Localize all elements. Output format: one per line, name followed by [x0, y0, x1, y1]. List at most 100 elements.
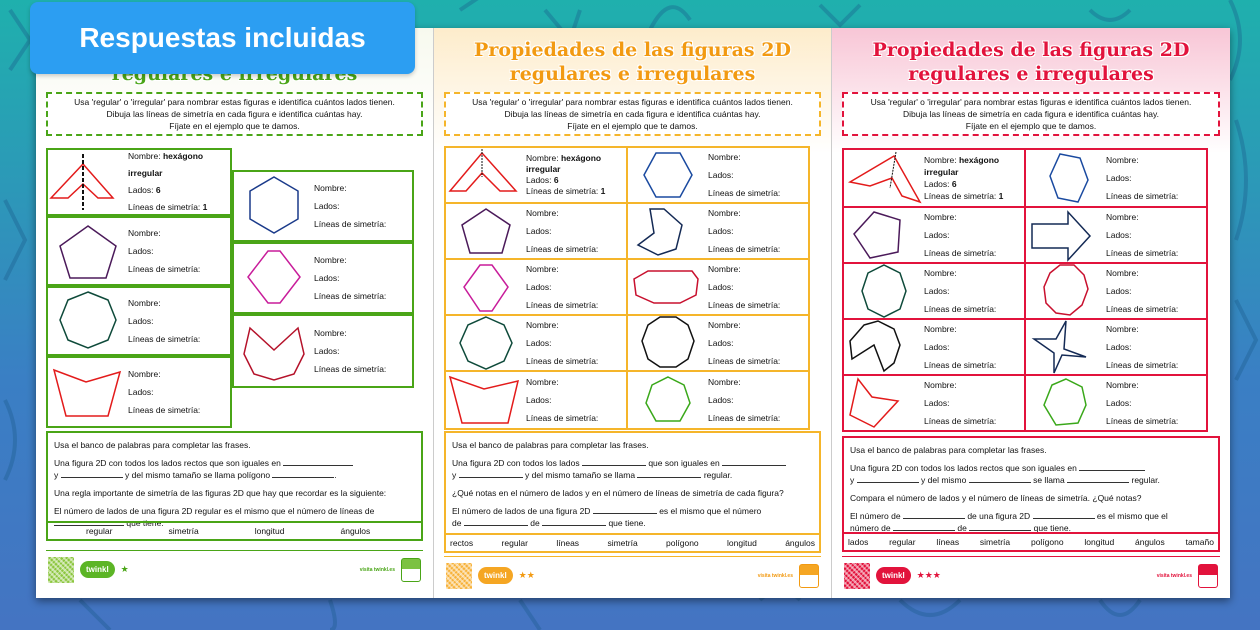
worksheet-footer: twinkl ★★ visita twinkl.es — [444, 556, 821, 590]
shape-cell: Nombre: Lados: Líneas de simetría: — [46, 216, 232, 286]
worksheet-level-1: Propiedades de las figuras 2D regulares … — [36, 28, 434, 598]
shape-cell: Nombre: Lados: Líneas de simetría: — [1024, 262, 1208, 320]
shape-cell: Nombre: Lados: Líneas de simetría: — [444, 370, 628, 430]
difficulty-stars: ★★ — [518, 570, 535, 580]
instruction-line: Fíjate en el ejemplo que te damos. — [567, 121, 698, 131]
qr-code-icon — [844, 562, 870, 589]
worksheet-level-2: Propiedades de las figuras 2D regulares … — [434, 28, 832, 598]
pentagon-shape-icon — [59, 225, 117, 279]
quality-badge-icon — [1198, 563, 1218, 588]
pentagon-shape-icon — [461, 208, 511, 254]
sentence-3: El número de de una figura 2D es el mism… — [850, 511, 1168, 533]
shape-cell: Nombre: Lados: Líneas de simetría: — [232, 314, 414, 388]
word-bank: rectos regular líneas simetría polígono … — [446, 533, 819, 551]
shapes-grid: Nombre: hexágono irregular Lados: 6 Líne… — [842, 148, 1220, 432]
shape-cell: Nombre: Lados: Líneas de simetría: — [232, 170, 414, 242]
sentence-2: Una regla importante de simetría de las … — [54, 488, 387, 498]
word-bank-item: polígono — [1030, 537, 1064, 547]
word-bank-item: longitud — [727, 538, 757, 548]
example-sides: Lados: 6 — [128, 185, 161, 195]
worksheet-preview: Propiedades de las figuras 2D regulares … — [36, 28, 1230, 598]
shape-cell: Nombre: Lados: Líneas de simetría: — [444, 314, 628, 372]
twinkl-logo: twinkl — [478, 567, 513, 584]
word-bank: regular simetría longitud ángulos — [48, 521, 421, 539]
irregular-hexagon-heart-shape-icon — [243, 326, 305, 381]
word-bank-item: simetría — [979, 537, 1011, 547]
sentence-1: Una figura 2D con todos los lados que so… — [452, 457, 813, 481]
shape-cell-example: Nombre: hexágono irregular Lados: 6 Líne… — [46, 148, 232, 216]
octagon-shape-icon — [861, 264, 907, 318]
word-bank-item: regular — [86, 526, 113, 536]
shape-cell: Nombre: Lados: Líneas de simetría: — [46, 356, 232, 428]
word-bank-item: regular — [501, 538, 528, 548]
sentence-1: Una figura 2D con todos los lados rectos… — [54, 457, 415, 481]
instruction-line: Usa 'regular' o 'irregular' para nombrar… — [74, 97, 395, 107]
heptagon-shape-icon — [1043, 378, 1087, 426]
instruction-line: Dibuja las líneas de simetría en cada fi… — [106, 109, 363, 119]
worksheet-title: Propiedades de las figuras 2D regulares … — [434, 38, 831, 86]
shape-cell: Nombre: Lados: Líneas de simetría: — [444, 202, 628, 260]
visit-link: visita twinkl.es — [1156, 572, 1192, 579]
shape-cell: Nombre: Lados: Líneas de simetría: — [842, 318, 1026, 376]
sentences-intro: Usa el banco de palabras para completar … — [452, 440, 649, 450]
twinkl-logo: twinkl — [876, 567, 911, 584]
example-sides: Lados: 6 — [526, 175, 559, 185]
word-bank-item: ángulos — [785, 538, 815, 548]
hexagon-shape-icon — [643, 152, 693, 198]
shape-cell: Nombre: Lados: Líneas de simetría: — [1024, 318, 1208, 376]
example-name: Nombre: hexágono irregular — [526, 153, 602, 174]
shape-cell-example: Nombre: hexágono irregular Lados: 6 Líne… — [842, 148, 1026, 208]
octagon-shape-icon — [59, 291, 117, 349]
instruction-line: Dibuja las líneas de simetría en cada fi… — [903, 109, 1159, 119]
shape-cell-example: Nombre: hexágono irregular Lados: 6 Líne… — [444, 146, 628, 204]
shape-cell: Nombre: Lados: Líneas de simetría: — [1024, 206, 1208, 264]
word-bank-item: líneas — [936, 537, 960, 547]
quality-badge-icon — [401, 557, 421, 582]
shape-cell: Nombre: Lados: Líneas de simetría: — [842, 262, 1026, 320]
twinkl-logo: twinkl — [80, 561, 115, 578]
irregular-pentagon-shape-icon — [448, 375, 520, 424]
word-bank-item: simetría — [607, 538, 638, 548]
star-shape-icon — [1031, 320, 1087, 374]
word-bank-item: tamaño — [1185, 537, 1214, 547]
shape-cell: Nombre: Lados: Líneas de simetría: — [626, 314, 810, 372]
hexagon-pink-shape-icon — [463, 264, 509, 312]
shape-cell: Nombre: Lados: Líneas de simetría: — [626, 146, 810, 204]
title-line-1: Propiedades de las figuras 2D — [872, 39, 1190, 61]
irregular-polygon-shape-icon — [636, 208, 683, 256]
shape-cell: Nombre: Lados: Líneas de simetría: — [46, 286, 232, 356]
irregular-octagon-shape-icon — [633, 270, 699, 304]
word-bank-item: ángulos — [1135, 537, 1165, 547]
irregular-pentagon-shape-icon — [849, 377, 900, 428]
shape-cell: Nombre: Lados: Líneas de simetría: — [1024, 148, 1208, 208]
instructions-box: Usa 'regular' o 'irregular' para nombrar… — [46, 92, 423, 136]
hexagon-shape-icon — [249, 176, 299, 234]
qr-code-icon — [446, 562, 472, 589]
shape-cell: Nombre: Lados: Líneas de simetría: — [626, 202, 810, 260]
sentence-2: Compara el número de lados y el número d… — [850, 493, 1142, 503]
instruction-line: Usa 'regular' o 'irregular' para nombrar… — [472, 97, 793, 107]
word-bank-item: simetría — [168, 526, 199, 536]
worksheet-footer: twinkl ★ visita twinkl.es — [46, 550, 423, 584]
octagon-shape-icon — [459, 316, 513, 370]
word-bank-item: regular — [889, 537, 916, 547]
irregular-polygon-shape-icon — [849, 320, 901, 373]
hexagon-shape-icon — [1049, 153, 1089, 203]
sentences-box: Usa el banco de palabras para completar … — [842, 436, 1220, 552]
title-line-2: regulares e irregulares — [509, 63, 756, 85]
qr-code-icon — [48, 556, 74, 583]
example-symmetry: Líneas de simetría: 1 — [526, 186, 606, 196]
difficulty-stars: ★★★ — [916, 570, 941, 580]
pentagon-shape-icon — [853, 211, 901, 259]
shape-cell: Nombre: Lados: Líneas de simetría: — [1024, 374, 1208, 432]
shape-cell: Nombre: Lados: Líneas de simetría: — [444, 258, 628, 316]
shapes-grid: Nombre: hexágono irregular Lados: 6 Líne… — [444, 146, 821, 430]
sentences-box: Usa el banco de palabras para completar … — [444, 431, 821, 553]
shapes-grid: Nombre: hexágono irregular Lados: 6 Líne… — [46, 148, 423, 431]
irregular-hexagon-shape-icon — [847, 151, 922, 204]
word-bank-item: lados — [848, 537, 869, 547]
sentence-3: El número de lados de una figura 2D regu… — [54, 506, 375, 528]
sentences-box: Usa el banco de palabras para completar … — [46, 431, 423, 541]
visit-link: visita twinkl.es — [757, 572, 793, 579]
sentence-3: El número de lados de una figura 2D es e… — [452, 506, 762, 528]
